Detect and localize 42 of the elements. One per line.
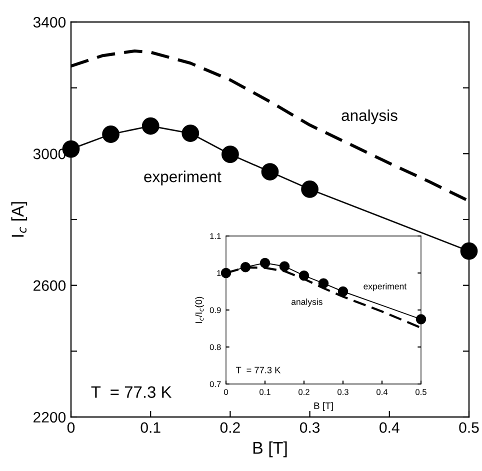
y-tick-label: 1: [217, 270, 221, 276]
x-tick-label: 0: [224, 389, 228, 395]
point: [301, 180, 318, 198]
y-axis-title: I$_{c}$ [A]: [11, 202, 28, 237]
annotation: T = 77.3 K: [236, 366, 281, 374]
x-tick-label: 0.5: [416, 389, 426, 395]
point: [222, 146, 239, 164]
annotation: analysis: [291, 298, 322, 307]
x-tick-label: 0.3: [338, 389, 348, 395]
x-tick-label: 0.3: [300, 422, 320, 433]
annotation: analysis: [342, 109, 398, 124]
x-tick-label: 0.1: [260, 389, 270, 395]
annotation: T = 77.3 K: [91, 386, 172, 398]
x-tick-label: 0.2: [298, 389, 310, 395]
annotation: experiment: [144, 170, 222, 186]
x-axis-title: B [T]: [314, 402, 333, 411]
x-tick-label: 0: [67, 422, 75, 433]
point: [142, 117, 160, 135]
point: [102, 126, 120, 143]
y-tick-label: 0.9: [210, 307, 221, 314]
y-tick-label: 2200: [34, 412, 66, 423]
y-tick-label: 1.1: [210, 233, 221, 240]
y-tick-label: 0.7: [210, 381, 221, 388]
y-tick-label: 2600: [34, 280, 66, 291]
x-tick-label: 0.5: [459, 422, 479, 433]
point: [182, 124, 200, 142]
point: [260, 258, 270, 268]
x-tick-label: 0.4: [376, 389, 388, 395]
point: [279, 261, 290, 272]
y-tick-label: 3400: [33, 16, 66, 28]
x-tick-label: 0.1: [140, 422, 160, 433]
x-tick-label: 0.2: [220, 422, 240, 433]
x-tick-label: 0.4: [380, 422, 400, 433]
point: [261, 163, 279, 180]
point: [460, 242, 478, 260]
point: [416, 314, 426, 324]
x-axis-title: B [T]: [253, 441, 287, 458]
y-tick-label: 0.8: [210, 344, 221, 350]
point: [220, 268, 232, 278]
point: [338, 286, 348, 297]
y-axis-title: I$_{c}$/I$_{c}$(0): [195, 296, 204, 323]
annotation: experiment: [364, 282, 407, 292]
